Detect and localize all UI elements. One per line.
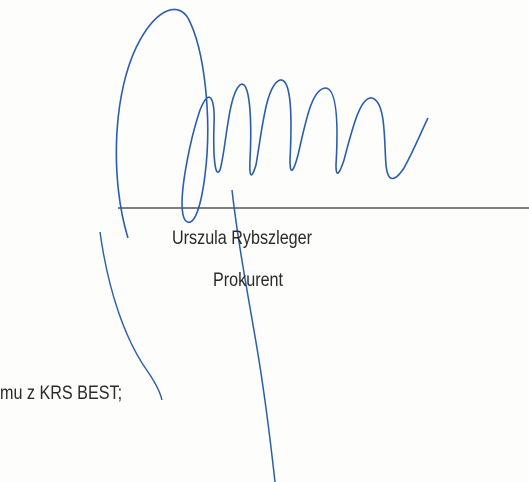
- body-fragment: mu z KRS BEST;: [0, 383, 122, 405]
- signature-tail: [100, 232, 162, 400]
- signature-stroke: [116, 9, 428, 238]
- signer-role: Prokurent: [213, 270, 283, 292]
- signer-name: Urszula Rybszleger: [172, 228, 312, 250]
- document-page: Urszula Rybszleger Prokurent mu z KRS BE…: [0, 0, 529, 482]
